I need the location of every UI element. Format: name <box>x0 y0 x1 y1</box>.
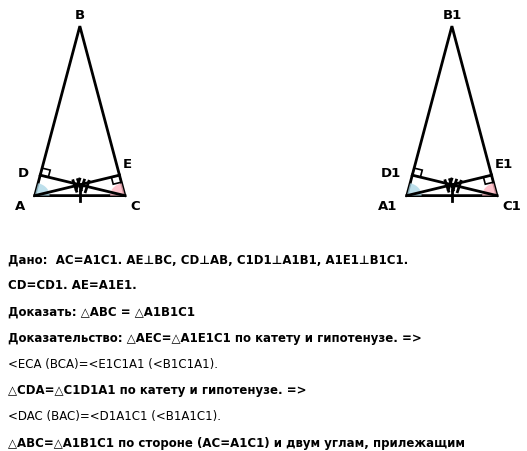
Text: A1: A1 <box>378 199 397 212</box>
Text: Дано:  AC=A1C1. AE⊥BC, CD⊥AB, C1D1⊥A1B1, A1E1⊥B1C1.: Дано: AC=A1C1. AE⊥BC, CD⊥AB, C1D1⊥A1B1, … <box>8 253 408 266</box>
Text: C: C <box>131 199 140 212</box>
Text: △CDA=△C1D1A1 по катету и гипотенузе. =>: △CDA=△C1D1A1 по катету и гипотенузе. => <box>8 383 306 396</box>
Polygon shape <box>35 184 50 196</box>
Text: <ECA (BCA)=<E1C1A1 (<B1C1A1).: <ECA (BCA)=<E1C1A1 (<B1C1A1). <box>8 357 218 370</box>
Polygon shape <box>110 184 125 196</box>
Text: D: D <box>17 166 28 179</box>
Text: <DAC (BAC)=<D1A1C1 (<B1A1C1).: <DAC (BAC)=<D1A1C1 (<B1A1C1). <box>8 410 221 423</box>
Text: C1: C1 <box>503 199 522 212</box>
Text: B1: B1 <box>442 9 462 22</box>
Text: E1: E1 <box>495 158 513 171</box>
Text: Доказать: △ABC = △A1B1C1: Доказать: △ABC = △A1B1C1 <box>8 305 195 318</box>
Text: D1: D1 <box>380 166 401 179</box>
Text: CD=CD1. AE=A1E1.: CD=CD1. AE=A1E1. <box>8 279 136 292</box>
Text: Доказательство: △AEC=△A1E1C1 по катету и гипотенузе. =>: Доказательство: △AEC=△A1E1C1 по катету и… <box>8 331 422 344</box>
Polygon shape <box>407 184 422 196</box>
Text: B: B <box>75 9 85 22</box>
Text: A: A <box>15 199 25 212</box>
Text: △ABC=△A1B1C1 по стороне (AC=A1C1) и двум углам, прилежащим: △ABC=△A1B1C1 по стороне (AC=A1C1) и двум… <box>8 436 465 449</box>
Polygon shape <box>482 184 497 196</box>
Text: E: E <box>123 158 132 171</box>
